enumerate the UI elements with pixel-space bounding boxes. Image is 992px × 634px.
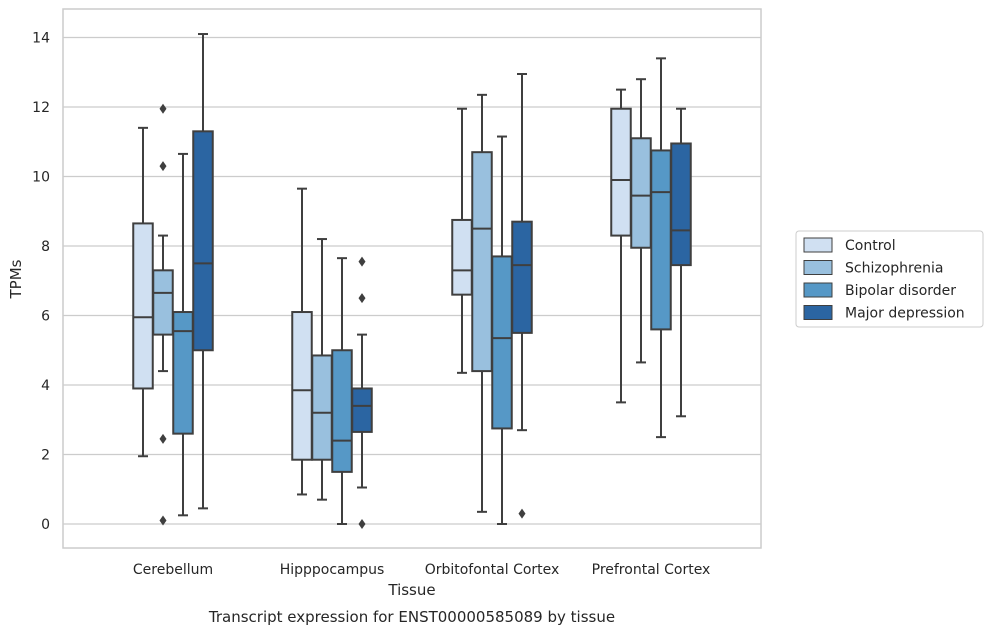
iqr-box [152,269,174,336]
y-tick-label: 2 [41,448,50,464]
box-0-0 [132,126,154,458]
legend-label: Schizophrenia [845,261,943,277]
x-tick-label: Cerebellum [133,562,213,578]
iqr-box [670,142,692,267]
y-tick-labels: 0 2 4 6 8 10 12 14 [32,31,50,534]
legend-swatch [803,260,833,275]
box-3-1 [630,78,652,364]
iqr-box [172,311,194,435]
legend-swatch [803,282,833,298]
x-tick-label: Hipppocampus [280,562,385,578]
outlier-point [358,293,366,304]
box-groups [132,33,692,529]
outlier-point [159,515,167,526]
figure-caption: Transcript expression for ENST0000058508… [208,608,615,626]
x-tick-labels: Cerebellum Hipppocampus Orbitofontal Corte… [133,562,710,578]
box-2-1 [471,93,493,513]
outlier-point [159,161,167,172]
box-0-3 [192,33,214,510]
outlier-point [159,103,167,114]
legend-frame [795,230,984,328]
y-tick-label: 4 [41,378,50,394]
box-2-2 [491,135,513,525]
legend-label: Bipolar disorder [845,283,956,299]
plot-frame [62,8,762,549]
y-tick-label: 10 [32,170,50,186]
x-tick-label: Prefrontal Cortex [592,562,711,578]
iqr-box [351,387,373,433]
iqr-box [331,349,353,473]
iqr-box [630,137,652,249]
box-1-2 [331,257,353,525]
box-1-3 [351,256,373,529]
box-0-1 [152,103,174,526]
x-axis-label: Tissue [387,581,435,599]
iqr-box [491,255,513,430]
iqr-box [311,354,333,461]
box-3-2 [650,57,672,439]
y-axis-label: TPMs [7,259,25,299]
iqr-box [511,220,533,334]
box-2-3 [511,72,533,519]
iqr-box [451,218,473,296]
legend: Control Schizophrenia Bipolar disorder Majo… [795,230,984,328]
outlier-point [358,256,366,267]
iqr-box [610,107,632,237]
box-1-0 [291,187,313,496]
iqr-box [650,149,672,331]
iqr-box [192,130,214,352]
y-tick-label: 6 [41,309,50,325]
box-3-3 [670,107,692,418]
box-1-1 [311,238,333,501]
outlier-point [159,433,167,444]
legend-label: Major depression [845,306,965,322]
legend-swatch [803,237,833,253]
y-tick-label: 8 [41,239,50,255]
iqr-box [132,222,154,390]
legend-label: Control [845,238,896,254]
y-tick-label: 0 [41,517,50,533]
outlier-point [358,519,366,529]
legend-swatch [803,305,833,320]
box-3-0 [610,88,632,404]
outlier-point [518,508,526,519]
x-tick-label: Orbitofontal Cortex [425,562,560,578]
y-tick-label: 12 [32,100,50,116]
box-0-2 [172,152,194,517]
iqr-box [471,151,493,373]
y-tick-label: 14 [32,31,50,47]
box-2-0 [451,107,473,374]
iqr-box [291,311,313,461]
